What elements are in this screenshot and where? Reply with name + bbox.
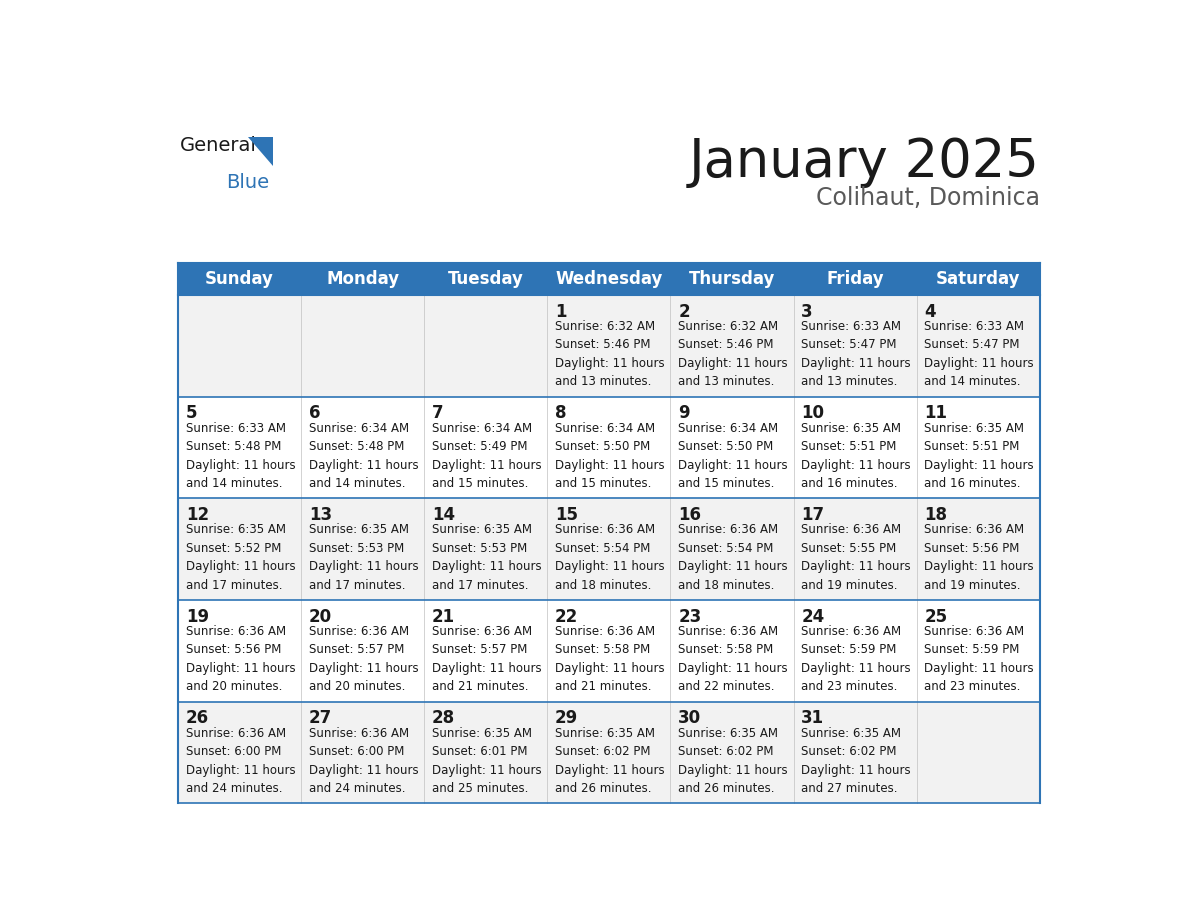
Text: Sunrise: 6:34 AM
Sunset: 5:50 PM
Daylight: 11 hours
and 15 minutes.: Sunrise: 6:34 AM Sunset: 5:50 PM Dayligh… bbox=[678, 421, 788, 490]
Text: Sunrise: 6:35 AM
Sunset: 5:51 PM
Daylight: 11 hours
and 16 minutes.: Sunrise: 6:35 AM Sunset: 5:51 PM Dayligh… bbox=[924, 421, 1034, 490]
Text: Sunrise: 6:36 AM
Sunset: 5:55 PM
Daylight: 11 hours
and 19 minutes.: Sunrise: 6:36 AM Sunset: 5:55 PM Dayligh… bbox=[801, 523, 911, 592]
Text: 1: 1 bbox=[555, 303, 567, 320]
Text: 15: 15 bbox=[555, 506, 579, 524]
Text: Wednesday: Wednesday bbox=[555, 270, 663, 287]
Text: Sunrise: 6:35 AM
Sunset: 6:02 PM
Daylight: 11 hours
and 27 minutes.: Sunrise: 6:35 AM Sunset: 6:02 PM Dayligh… bbox=[801, 726, 911, 795]
Bar bbox=[178, 701, 1040, 803]
Bar bbox=[178, 295, 1040, 397]
Text: Sunrise: 6:32 AM
Sunset: 5:46 PM
Daylight: 11 hours
and 13 minutes.: Sunrise: 6:32 AM Sunset: 5:46 PM Dayligh… bbox=[555, 320, 664, 388]
Text: General: General bbox=[179, 136, 257, 154]
Text: 13: 13 bbox=[309, 506, 331, 524]
Text: 6: 6 bbox=[309, 404, 321, 422]
Text: Sunrise: 6:35 AM
Sunset: 5:52 PM
Daylight: 11 hours
and 17 minutes.: Sunrise: 6:35 AM Sunset: 5:52 PM Dayligh… bbox=[185, 523, 296, 592]
Bar bbox=[178, 397, 1040, 498]
Text: January 2025: January 2025 bbox=[689, 136, 1040, 187]
Text: 31: 31 bbox=[801, 710, 824, 727]
Text: Colihaut, Dominica: Colihaut, Dominica bbox=[816, 185, 1040, 209]
Bar bbox=[178, 599, 1040, 701]
Text: 26: 26 bbox=[185, 710, 209, 727]
Text: 7: 7 bbox=[432, 404, 443, 422]
Text: 9: 9 bbox=[678, 404, 690, 422]
Text: 28: 28 bbox=[432, 710, 455, 727]
Text: 16: 16 bbox=[678, 506, 701, 524]
Text: Sunrise: 6:36 AM
Sunset: 5:56 PM
Daylight: 11 hours
and 20 minutes.: Sunrise: 6:36 AM Sunset: 5:56 PM Dayligh… bbox=[185, 625, 296, 693]
Text: 18: 18 bbox=[924, 506, 947, 524]
Text: 10: 10 bbox=[801, 404, 824, 422]
Text: Blue: Blue bbox=[226, 173, 270, 192]
Text: Sunrise: 6:36 AM
Sunset: 5:58 PM
Daylight: 11 hours
and 22 minutes.: Sunrise: 6:36 AM Sunset: 5:58 PM Dayligh… bbox=[678, 625, 788, 693]
Text: 5: 5 bbox=[185, 404, 197, 422]
Text: 12: 12 bbox=[185, 506, 209, 524]
Text: Sunrise: 6:36 AM
Sunset: 6:00 PM
Daylight: 11 hours
and 24 minutes.: Sunrise: 6:36 AM Sunset: 6:00 PM Dayligh… bbox=[185, 726, 296, 795]
Text: 21: 21 bbox=[432, 608, 455, 625]
Text: Sunrise: 6:34 AM
Sunset: 5:49 PM
Daylight: 11 hours
and 15 minutes.: Sunrise: 6:34 AM Sunset: 5:49 PM Dayligh… bbox=[432, 421, 542, 490]
Text: Sunrise: 6:35 AM
Sunset: 5:51 PM
Daylight: 11 hours
and 16 minutes.: Sunrise: 6:35 AM Sunset: 5:51 PM Dayligh… bbox=[801, 421, 911, 490]
Text: 27: 27 bbox=[309, 710, 333, 727]
Text: Sunrise: 6:36 AM
Sunset: 5:57 PM
Daylight: 11 hours
and 21 minutes.: Sunrise: 6:36 AM Sunset: 5:57 PM Dayligh… bbox=[432, 625, 542, 693]
Text: Sunrise: 6:36 AM
Sunset: 5:57 PM
Daylight: 11 hours
and 20 minutes.: Sunrise: 6:36 AM Sunset: 5:57 PM Dayligh… bbox=[309, 625, 418, 693]
Text: Sunrise: 6:36 AM
Sunset: 5:54 PM
Daylight: 11 hours
and 18 minutes.: Sunrise: 6:36 AM Sunset: 5:54 PM Dayligh… bbox=[678, 523, 788, 592]
Text: 8: 8 bbox=[555, 404, 567, 422]
Text: Thursday: Thursday bbox=[689, 270, 775, 287]
Polygon shape bbox=[248, 137, 272, 166]
Text: 2: 2 bbox=[678, 303, 690, 320]
Text: 24: 24 bbox=[801, 608, 824, 625]
Text: 19: 19 bbox=[185, 608, 209, 625]
Text: 11: 11 bbox=[924, 404, 947, 422]
Text: Sunrise: 6:34 AM
Sunset: 5:50 PM
Daylight: 11 hours
and 15 minutes.: Sunrise: 6:34 AM Sunset: 5:50 PM Dayligh… bbox=[555, 421, 664, 490]
Text: Sunrise: 6:36 AM
Sunset: 5:58 PM
Daylight: 11 hours
and 21 minutes.: Sunrise: 6:36 AM Sunset: 5:58 PM Dayligh… bbox=[555, 625, 664, 693]
Text: Monday: Monday bbox=[326, 270, 399, 287]
Text: Sunrise: 6:35 AM
Sunset: 6:02 PM
Daylight: 11 hours
and 26 minutes.: Sunrise: 6:35 AM Sunset: 6:02 PM Dayligh… bbox=[555, 726, 664, 795]
Text: Tuesday: Tuesday bbox=[448, 270, 524, 287]
Text: Friday: Friday bbox=[827, 270, 884, 287]
Text: Sunrise: 6:33 AM
Sunset: 5:47 PM
Daylight: 11 hours
and 14 minutes.: Sunrise: 6:33 AM Sunset: 5:47 PM Dayligh… bbox=[924, 320, 1034, 388]
Text: Sunrise: 6:34 AM
Sunset: 5:48 PM
Daylight: 11 hours
and 14 minutes.: Sunrise: 6:34 AM Sunset: 5:48 PM Dayligh… bbox=[309, 421, 418, 490]
Text: 20: 20 bbox=[309, 608, 331, 625]
Text: Sunrise: 6:35 AM
Sunset: 5:53 PM
Daylight: 11 hours
and 17 minutes.: Sunrise: 6:35 AM Sunset: 5:53 PM Dayligh… bbox=[309, 523, 418, 592]
Text: Sunrise: 6:35 AM
Sunset: 6:01 PM
Daylight: 11 hours
and 25 minutes.: Sunrise: 6:35 AM Sunset: 6:01 PM Dayligh… bbox=[432, 726, 542, 795]
Text: Sunrise: 6:36 AM
Sunset: 5:54 PM
Daylight: 11 hours
and 18 minutes.: Sunrise: 6:36 AM Sunset: 5:54 PM Dayligh… bbox=[555, 523, 664, 592]
Text: 4: 4 bbox=[924, 303, 936, 320]
Text: 25: 25 bbox=[924, 608, 948, 625]
Bar bbox=[178, 263, 1040, 295]
Text: Sunrise: 6:33 AM
Sunset: 5:48 PM
Daylight: 11 hours
and 14 minutes.: Sunrise: 6:33 AM Sunset: 5:48 PM Dayligh… bbox=[185, 421, 296, 490]
Text: Sunrise: 6:35 AM
Sunset: 6:02 PM
Daylight: 11 hours
and 26 minutes.: Sunrise: 6:35 AM Sunset: 6:02 PM Dayligh… bbox=[678, 726, 788, 795]
Text: 22: 22 bbox=[555, 608, 579, 625]
Text: 30: 30 bbox=[678, 710, 701, 727]
Text: Sunrise: 6:36 AM
Sunset: 5:59 PM
Daylight: 11 hours
and 23 minutes.: Sunrise: 6:36 AM Sunset: 5:59 PM Dayligh… bbox=[801, 625, 911, 693]
Text: Sunrise: 6:36 AM
Sunset: 5:56 PM
Daylight: 11 hours
and 19 minutes.: Sunrise: 6:36 AM Sunset: 5:56 PM Dayligh… bbox=[924, 523, 1034, 592]
Text: 3: 3 bbox=[801, 303, 813, 320]
Text: Sunrise: 6:35 AM
Sunset: 5:53 PM
Daylight: 11 hours
and 17 minutes.: Sunrise: 6:35 AM Sunset: 5:53 PM Dayligh… bbox=[432, 523, 542, 592]
Text: 14: 14 bbox=[432, 506, 455, 524]
Text: 23: 23 bbox=[678, 608, 701, 625]
Text: Sunrise: 6:36 AM
Sunset: 6:00 PM
Daylight: 11 hours
and 24 minutes.: Sunrise: 6:36 AM Sunset: 6:00 PM Dayligh… bbox=[309, 726, 418, 795]
Text: Sunrise: 6:32 AM
Sunset: 5:46 PM
Daylight: 11 hours
and 13 minutes.: Sunrise: 6:32 AM Sunset: 5:46 PM Dayligh… bbox=[678, 320, 788, 388]
Text: Sunday: Sunday bbox=[206, 270, 274, 287]
Text: 29: 29 bbox=[555, 710, 579, 727]
Text: Saturday: Saturday bbox=[936, 270, 1020, 287]
Text: 17: 17 bbox=[801, 506, 824, 524]
Bar bbox=[178, 498, 1040, 599]
Text: Sunrise: 6:36 AM
Sunset: 5:59 PM
Daylight: 11 hours
and 23 minutes.: Sunrise: 6:36 AM Sunset: 5:59 PM Dayligh… bbox=[924, 625, 1034, 693]
Text: Sunrise: 6:33 AM
Sunset: 5:47 PM
Daylight: 11 hours
and 13 minutes.: Sunrise: 6:33 AM Sunset: 5:47 PM Dayligh… bbox=[801, 320, 911, 388]
